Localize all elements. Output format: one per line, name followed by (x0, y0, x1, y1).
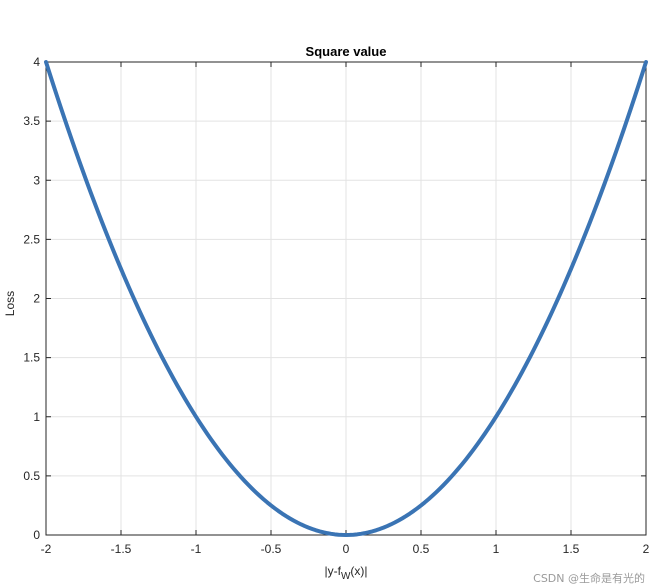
x-tick-label: -1 (191, 542, 202, 556)
y-tick-label: 2.5 (23, 232, 40, 246)
y-tick-label: 1 (33, 410, 40, 424)
y-tick-label: 3 (33, 173, 40, 187)
y-tick-label: 1.5 (23, 351, 40, 365)
y-tick-label: 0 (33, 528, 40, 542)
x-tick-label: 1.5 (563, 542, 580, 556)
y-tick-label: 2 (33, 292, 40, 306)
x-axis-label-tail: (x)| (350, 564, 367, 578)
series-line (44, 60, 648, 537)
chart-title: Square value (306, 44, 387, 59)
x-axis-label-subscript: W (341, 571, 351, 582)
x-tick-label: 0 (343, 542, 350, 556)
x-axis-label-main: |y-f (324, 564, 341, 578)
x-tick-label: 2 (643, 542, 650, 556)
y-tick-label: 4 (33, 55, 40, 69)
y-tick-label: 3.5 (23, 114, 40, 128)
y-axis-label: Loss (3, 291, 17, 316)
x-tick-label: 1 (493, 542, 500, 556)
y-tick-label: 0.5 (23, 469, 40, 483)
series (44, 60, 648, 537)
x-tick-label: -0.5 (261, 542, 282, 556)
x-tick-label: 0.5 (413, 542, 430, 556)
x-tick-label: -1.5 (111, 542, 132, 556)
x-axis-label: |y-fW(x)| (324, 564, 367, 582)
x-tick-label: -2 (41, 542, 52, 556)
ticks: -2 -1.5 -1 -0.5 0 0.5 1 1.5 2 0 0.5 1 1.5 2 2.5 3 3.5 4 (23, 55, 649, 556)
watermark: CSDN @生命是有光的 (533, 572, 645, 585)
